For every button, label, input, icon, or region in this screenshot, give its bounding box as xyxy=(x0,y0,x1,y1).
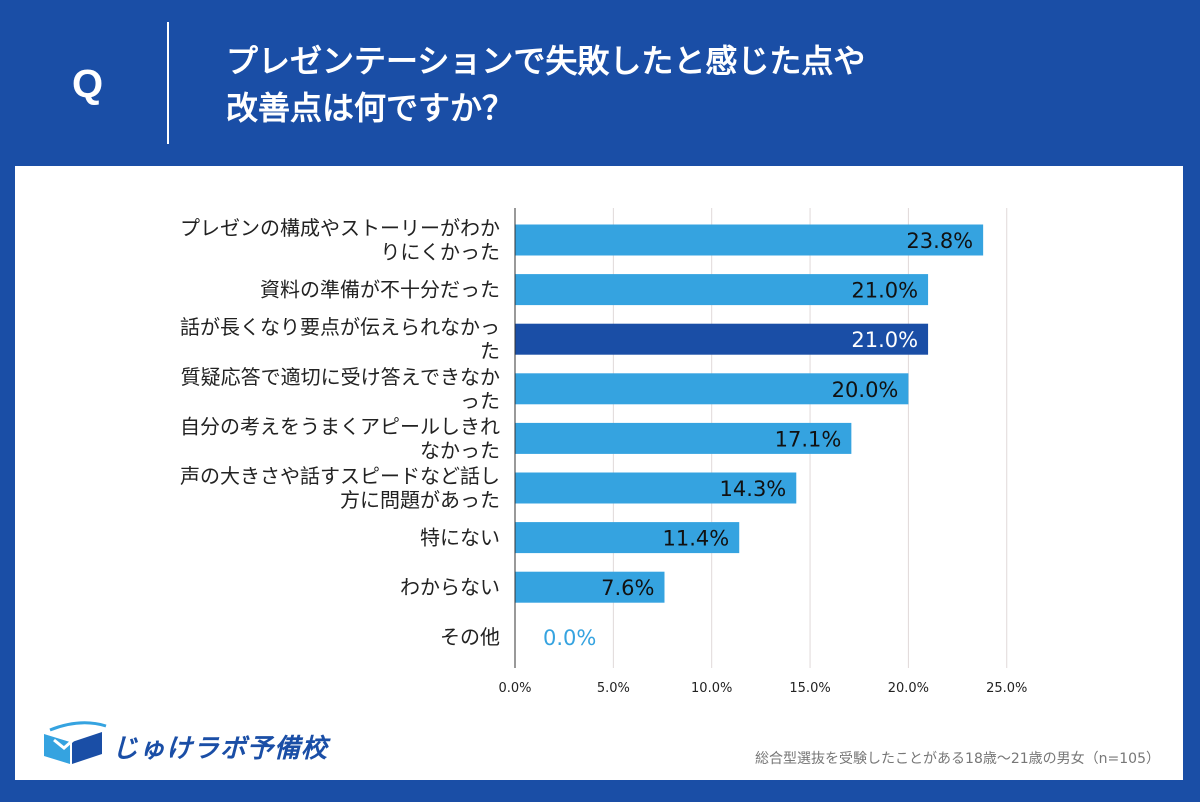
category-label: プレゼンの構成やストーリーがわか xyxy=(180,216,500,240)
x-tick-label: 15.0% xyxy=(789,681,830,696)
bar xyxy=(515,472,797,504)
data-label: 11.4% xyxy=(663,527,730,551)
category-label: た xyxy=(480,339,500,363)
data-label: 23.8% xyxy=(906,229,973,253)
x-tick-label: 20.0% xyxy=(888,681,929,696)
bar xyxy=(515,274,929,306)
x-tick-label: 25.0% xyxy=(986,681,1027,696)
data-label: 21.0% xyxy=(851,328,918,352)
data-label: 20.0% xyxy=(832,378,899,402)
category-label: 資料の準備が不十分だった xyxy=(260,278,500,302)
data-label: 14.3% xyxy=(720,477,787,501)
x-tick-label: 0.0% xyxy=(498,681,531,696)
data-label: 0.0% xyxy=(543,626,596,650)
category-label: 声の大きさや話すスピードなど話し xyxy=(180,464,500,488)
bar xyxy=(515,422,852,454)
category-label: 自分の考えをうまくアピールしきれ xyxy=(180,414,500,438)
header-divider xyxy=(167,22,169,144)
x-tick-label: 10.0% xyxy=(691,681,732,696)
category-label: わからない xyxy=(400,575,500,599)
data-label: 17.1% xyxy=(775,427,842,451)
question-line-2: 改善点は何ですか？ xyxy=(226,89,515,127)
q-label: Q xyxy=(72,62,104,106)
data-label: 21.0% xyxy=(851,279,918,303)
book-logo-icon xyxy=(44,721,107,764)
bar xyxy=(515,323,929,355)
bar xyxy=(515,224,984,256)
bars xyxy=(515,224,984,603)
category-label: った xyxy=(460,389,500,413)
labels: 0.0% 5.0% 10.0% 15.0% 20.0% 25.0% 23.8% プレゼンの構成… xyxy=(180,216,1027,696)
category-label: 方に問題があった xyxy=(340,488,500,512)
question-text: プレゼンテーションで失敗したと感じた点や 改善点は何ですか？ xyxy=(226,38,1126,132)
category-label: 話が長くなり要点が伝えられなかっ xyxy=(180,315,500,339)
footnote: 総合型選抜を受験したことがある18歳～21歳の男女（n=105） xyxy=(755,751,1160,767)
bar xyxy=(515,571,665,603)
question-line-1: プレゼンテーションで失敗したと感じた点や xyxy=(226,42,866,80)
bar xyxy=(515,522,740,554)
bar xyxy=(515,373,909,405)
category-label: 質疑応答で適切に受け答えできなか xyxy=(181,365,500,389)
data-label: 7.6% xyxy=(601,576,654,600)
x-tick-label: 5.0% xyxy=(597,681,630,696)
category-label: その他 xyxy=(440,625,500,649)
category-label: りにくかった xyxy=(380,240,500,264)
question-header: Q プレゼンテーションで失敗したと感じた点や 改善点は何ですか？ xyxy=(0,0,1200,165)
category-label: 特にない xyxy=(420,526,500,550)
logo-text: じゅけラボ予備校 xyxy=(112,734,329,764)
category-label: なかった xyxy=(420,438,500,462)
